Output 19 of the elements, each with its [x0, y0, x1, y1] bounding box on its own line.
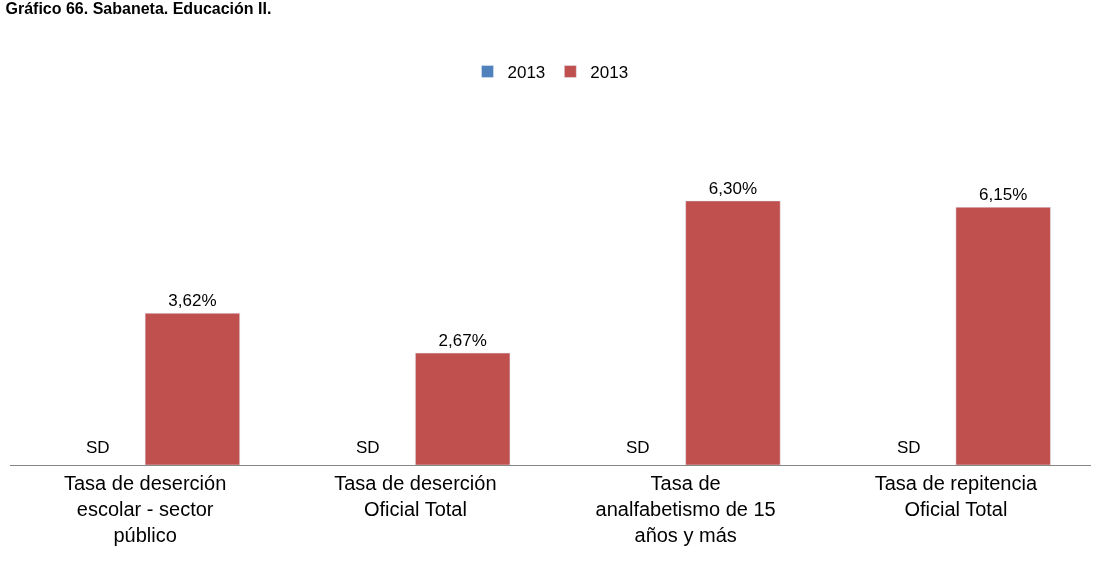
- x-tick-label: Tasa de analfabetismo de 15 años y más: [595, 472, 776, 546]
- chart-title: Gráfico 66. Sabaneta. Educación II.: [5, 0, 272, 18]
- data-label: 6,30%: [708, 178, 758, 198]
- text: SD: [897, 438, 921, 457]
- legend-label: 2013: [507, 63, 546, 83]
- bar: [144, 313, 240, 465]
- bar: [415, 352, 511, 465]
- x-tick-label: Tasa de deserción escolar - sector público: [63, 472, 227, 546]
- x-tick-label: Tasa de deserción Oficial Total: [334, 472, 497, 520]
- bar: [685, 200, 781, 465]
- legend-label: 2013: [590, 63, 629, 83]
- text: SD: [86, 438, 110, 457]
- x-tick-label: Tasa de repitencia Oficial Total: [874, 472, 1038, 520]
- text: SD: [626, 438, 650, 457]
- data-label: 3,62%: [168, 291, 217, 311]
- data-label: 6,15%: [979, 185, 1028, 205]
- text: SD: [356, 438, 380, 457]
- bar: [955, 206, 1051, 465]
- data-label: 2,67%: [438, 331, 487, 351]
